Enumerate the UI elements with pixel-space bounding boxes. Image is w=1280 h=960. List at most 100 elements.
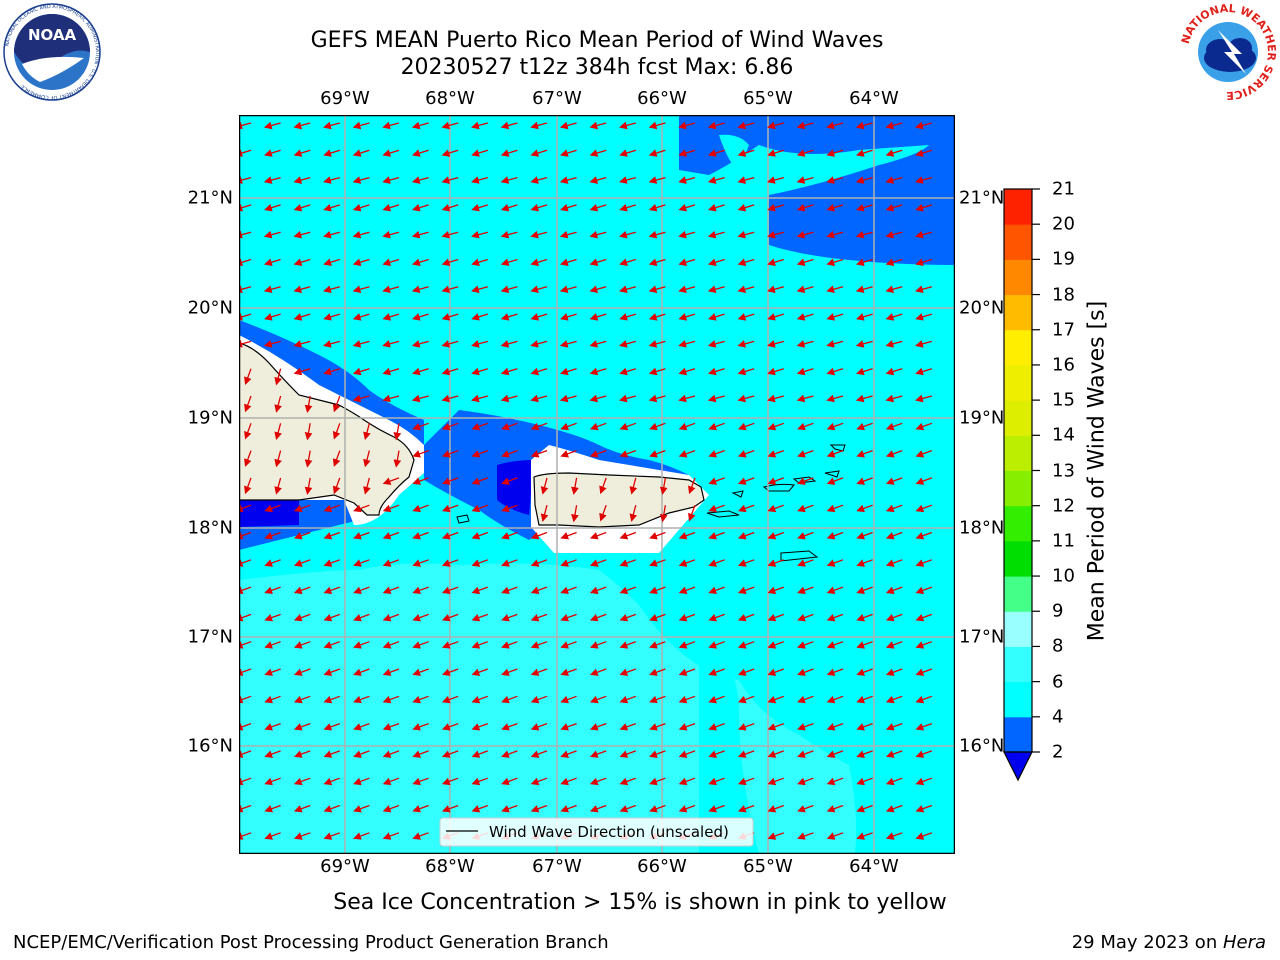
- wind-wave-arrow: [708, 149, 725, 157]
- wind-wave-arrow: [856, 695, 873, 704]
- wind-wave-arrow: [619, 559, 637, 567]
- wind-wave-arrow: [239, 149, 252, 157]
- wind-wave-arrow: [737, 641, 755, 649]
- wind-wave-arrow: [589, 422, 607, 431]
- wind-wave-arrow: [767, 258, 784, 267]
- wind-wave-arrow: [767, 695, 785, 704]
- wind-wave-arrow: [737, 668, 755, 676]
- wind-wave-arrow: [767, 668, 785, 676]
- wind-wave-arrow: [767, 230, 784, 239]
- wind-wave-arrow: [826, 449, 844, 458]
- wind-wave-arrow: [382, 258, 400, 267]
- wind-wave-arrow: [767, 367, 784, 376]
- wind-wave-arrow: [619, 804, 637, 813]
- wind-wave-arrow: [856, 804, 873, 813]
- wind-wave-arrow: [274, 395, 282, 413]
- wind-wave-arrow: [264, 258, 281, 267]
- wind-wave-arrow: [501, 477, 518, 485]
- wind-wave-arrow: [767, 149, 784, 157]
- wind-wave-arrow: [737, 176, 755, 184]
- wind-wave-arrow: [619, 149, 636, 157]
- wind-wave-arrow: [767, 203, 784, 212]
- wind-wave-arrow: [708, 559, 725, 567]
- wind-wave-arrow: [797, 586, 814, 595]
- wind-wave-arrow: [239, 258, 252, 267]
- colorbar-segment: [1004, 435, 1032, 471]
- wind-wave-arrow: [441, 176, 459, 184]
- wind-wave-arrow: [239, 176, 252, 184]
- wind-wave-arrow: [239, 559, 252, 567]
- wind-wave-arrow: [767, 176, 784, 184]
- colorbar-tick-label: 12: [1052, 495, 1075, 517]
- wind-wave-arrow: [332, 477, 341, 495]
- colorbar-tick-label: 16: [1052, 354, 1075, 376]
- wind-wave-arrow: [915, 121, 932, 130]
- wind-wave-arrow: [915, 203, 932, 212]
- wind-wave-arrow: [363, 477, 371, 495]
- wind-wave-arrow: [293, 285, 311, 294]
- wind-wave-arrow: [244, 423, 252, 440]
- wind-wave-arrow: [352, 394, 370, 403]
- wind-wave-arrow: [737, 313, 755, 321]
- wind-wave-arrow: [293, 586, 311, 595]
- wind-wave-arrow: [560, 722, 577, 731]
- contour-darkblue-pr: [497, 460, 534, 515]
- wind-wave-arrow: [856, 477, 873, 485]
- colorbar-segment: [1004, 681, 1032, 718]
- wind-wave-arrow: [304, 423, 313, 441]
- wind-wave-arrow: [530, 722, 548, 731]
- wind-wave-arrow: [678, 531, 696, 540]
- wind-wave-arrow: [559, 340, 577, 348]
- wind-wave-arrow: [264, 668, 281, 676]
- lat-label-left: 17°N: [187, 626, 233, 648]
- wind-wave-arrow: [382, 804, 400, 813]
- wind-wave-arrow: [826, 695, 844, 704]
- wind-wave-arrow: [471, 367, 488, 376]
- wind-wave-arrow: [619, 313, 636, 321]
- wind-wave-arrow: [855, 394, 873, 403]
- wind-wave-arrow: [471, 230, 488, 239]
- wind-wave-arrow: [619, 230, 636, 239]
- wind-wave-arrow: [885, 121, 903, 130]
- wind-wave-arrow: [382, 230, 400, 239]
- wind-wave-arrow: [293, 722, 311, 731]
- wind-wave-arrow: [856, 559, 873, 567]
- wind-wave-arrow: [500, 121, 518, 130]
- wind-wave-arrow: [352, 340, 370, 348]
- wind-wave-arrow: [915, 176, 932, 184]
- wind-wave-arrow: [589, 121, 607, 130]
- wind-wave-arrow: [441, 586, 459, 595]
- wind-wave-arrow: [560, 613, 577, 622]
- wind-wave-arrow: [471, 258, 488, 267]
- wind-wave-arrow: [263, 285, 281, 294]
- wind-wave-arrow: [707, 121, 725, 130]
- wind-wave-arrow: [678, 613, 696, 622]
- wind-wave-arrow: [767, 832, 785, 840]
- wind-wave-arrow: [382, 531, 400, 540]
- wind-wave-arrow: [471, 504, 489, 513]
- wind-wave-arrow: [648, 285, 666, 294]
- wind-wave-arrow: [560, 531, 577, 540]
- wind-wave-arrow: [885, 258, 903, 267]
- wind-wave-arrow: [560, 668, 577, 676]
- wind-wave-arrow: [589, 313, 607, 321]
- wind-wave-arrow: [767, 313, 784, 321]
- wind-wave-arrow: [559, 394, 577, 403]
- wind-wave-arrow: [589, 750, 607, 758]
- wind-wave-arrow: [885, 176, 903, 184]
- wind-wave-arrow: [767, 531, 785, 540]
- wind-wave-arrow: [589, 613, 607, 622]
- wind-wave-arrow: [501, 722, 518, 731]
- wind-wave-arrow: [560, 258, 577, 267]
- wind-wave-arrow: [323, 750, 341, 758]
- wind-wave-arrow: [708, 722, 725, 731]
- wind-wave-arrow: [649, 695, 666, 704]
- wind-wave-arrow: [264, 531, 281, 540]
- wind-wave-arrow: [293, 121, 311, 130]
- wind-wave-arrow: [332, 423, 341, 440]
- wind-wave-arrow: [708, 422, 725, 431]
- wind-wave-arrow: [471, 394, 488, 403]
- wind-wave-arrow: [530, 613, 548, 622]
- wind-wave-arrow: [767, 722, 785, 731]
- wind-wave-arrow: [353, 750, 370, 758]
